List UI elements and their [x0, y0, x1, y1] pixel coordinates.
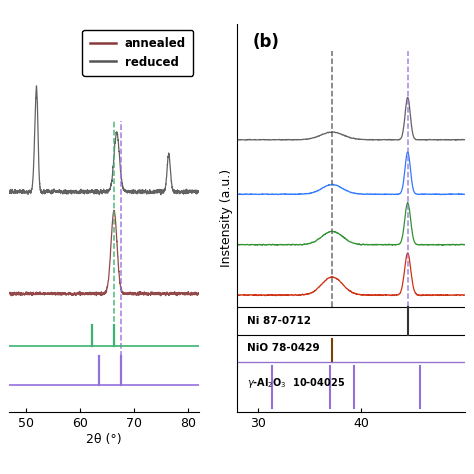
Text: (b): (b) — [253, 34, 280, 51]
Text: NiO 78-0429: NiO 78-0429 — [247, 343, 320, 353]
X-axis label: 2θ (°): 2θ (°) — [86, 433, 122, 446]
Y-axis label: Instensity (a.u.): Instensity (a.u.) — [220, 169, 233, 267]
Text: Ni 87-0712: Ni 87-0712 — [247, 316, 311, 326]
Legend: annealed, reduced: annealed, reduced — [82, 29, 193, 76]
Text: $\gamma$-Al$_2$O$_3$  10-04025: $\gamma$-Al$_2$O$_3$ 10-04025 — [247, 376, 346, 390]
